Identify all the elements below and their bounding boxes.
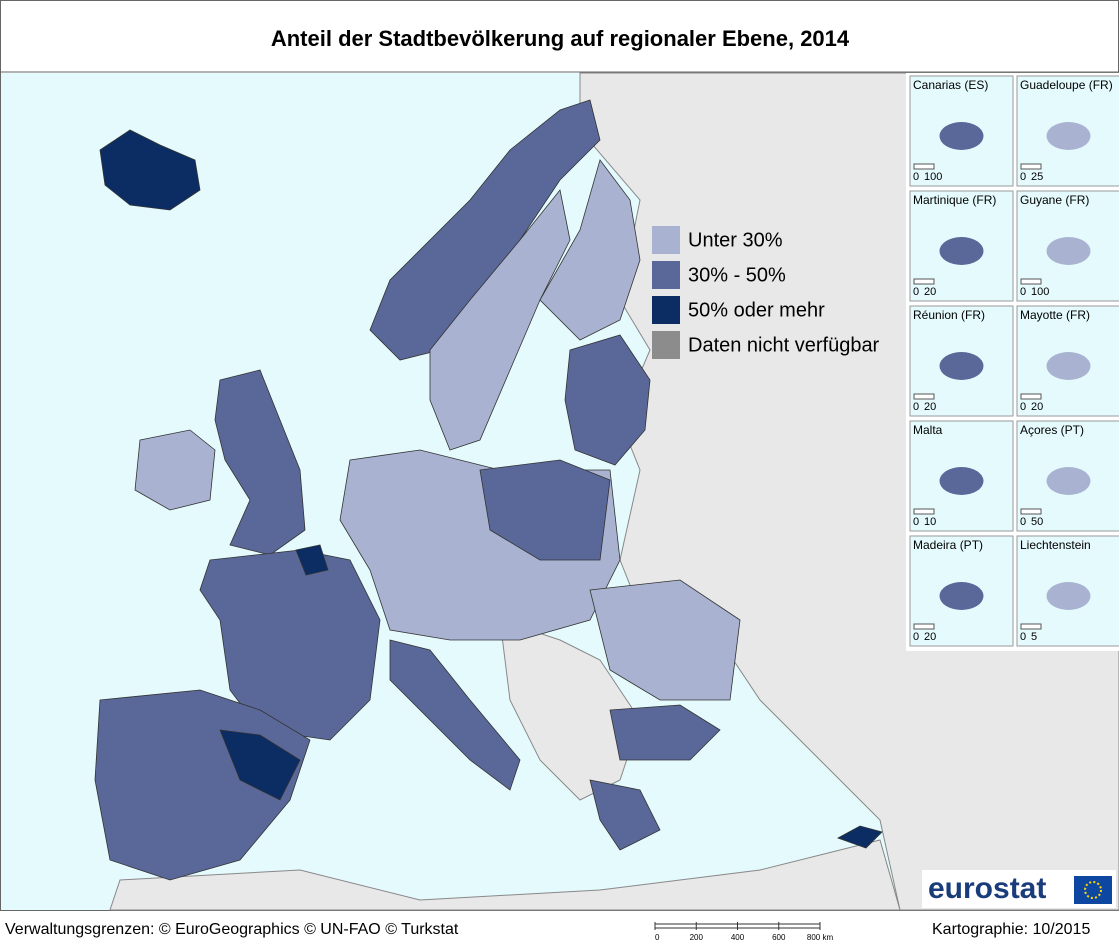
inset-scale <box>913 393 935 400</box>
date: Kartographie: 10/2015 <box>932 921 1090 938</box>
inset-name: Canarias (ES) <box>913 78 988 92</box>
eu-stars <box>1084 881 1102 899</box>
inset-land <box>939 467 984 495</box>
inset-name: Guyane (FR) <box>1020 193 1089 207</box>
north-africa <box>109 839 901 911</box>
inset-scale-0: 0 <box>913 286 919 298</box>
inset-scale-0: 0 <box>1020 516 1026 528</box>
inset-scale-1: 25 <box>1031 171 1043 183</box>
source: Verwaltungsgrenzen: © EuroGeographics © … <box>5 921 459 938</box>
inset-land <box>1046 237 1091 265</box>
inset-land <box>939 352 984 380</box>
legend-label: 50% oder mehr <box>688 299 825 321</box>
inset-scale-1: 10 <box>924 516 936 528</box>
region <box>134 429 216 511</box>
region <box>564 334 651 466</box>
region <box>589 579 741 701</box>
inset-scale-0: 0 <box>1020 401 1026 413</box>
inset-scale-0: 0 <box>1020 171 1026 183</box>
logo: eurostat <box>928 872 1046 905</box>
inset-scale-1: 50 <box>1031 516 1043 528</box>
region <box>199 549 381 741</box>
map <box>1 72 1119 911</box>
inset-land <box>1046 352 1091 380</box>
region <box>589 779 661 851</box>
inset-name: Guadeloupe (FR) <box>1020 78 1113 92</box>
inset-scale <box>913 163 935 170</box>
scale-label: 800 km <box>807 933 834 942</box>
inset-scale-0: 0 <box>913 516 919 528</box>
inset-name: Açores (PT) <box>1020 423 1084 437</box>
inset-scale <box>913 623 935 630</box>
region <box>389 639 521 791</box>
inset-scale-1: 100 <box>1031 286 1049 298</box>
inset-scale-0: 0 <box>913 631 919 643</box>
inset-scale <box>913 508 935 515</box>
region <box>479 459 611 561</box>
inset-scale-1: 5 <box>1031 631 1037 643</box>
inset-land <box>1046 582 1091 610</box>
inset-scale-0: 0 <box>913 401 919 413</box>
region <box>99 129 201 211</box>
legend-label: 30% - 50% <box>688 264 786 286</box>
inset-name: Madeira (PT) <box>913 538 983 552</box>
balkans-non-eu <box>499 619 641 801</box>
inset-name: Martinique (FR) <box>913 193 996 207</box>
inset-scale <box>1020 623 1042 630</box>
inset-scale-0: 0 <box>1020 631 1026 643</box>
inset-name: Réunion (FR) <box>913 308 985 322</box>
legend-swatch <box>652 331 680 359</box>
inset-scale-0: 0 <box>1020 286 1026 298</box>
inset-name: Malta <box>913 423 943 437</box>
inset-name: Liechtenstein <box>1020 538 1091 552</box>
scale-label: 200 <box>690 933 704 942</box>
legend-swatch <box>652 261 680 289</box>
inset-land <box>1046 122 1091 150</box>
inset-scale <box>1020 163 1042 170</box>
scale-label: 0 <box>655 933 660 942</box>
inset-scale-1: 20 <box>924 286 936 298</box>
inset-scale <box>1020 393 1042 400</box>
inset-land <box>939 582 984 610</box>
inset-land <box>939 237 984 265</box>
legend-label: Daten nicht verfügbar <box>688 334 880 356</box>
scale-label: 400 <box>731 933 745 942</box>
legend-swatch <box>652 296 680 324</box>
legend-swatch <box>652 226 680 254</box>
inset-scale-1: 20 <box>1031 401 1043 413</box>
scale-label: 600 <box>772 933 786 942</box>
legend-label: Unter 30% <box>688 229 783 251</box>
inset-scale-0: 0 <box>913 171 919 183</box>
inset-scale <box>1020 508 1042 515</box>
inset-scale-1: 100 <box>924 171 942 183</box>
inset-scale <box>1020 278 1042 285</box>
region <box>609 704 721 761</box>
region <box>837 825 883 849</box>
inset-name: Mayotte (FR) <box>1020 308 1090 322</box>
legend: Unter 30% 30% - 50% 50% oder mehr Daten nic… <box>652 226 880 359</box>
inset-land <box>1046 467 1091 495</box>
scale-bar: 0 200 400 600 800 km <box>654 922 834 942</box>
inset-scale-1: 20 <box>924 401 936 413</box>
inset-scale-1: 20 <box>924 631 936 643</box>
inset-land <box>939 122 984 150</box>
region <box>295 544 329 576</box>
region <box>539 159 641 341</box>
title: Anteil der Stadtbevölkerung auf regional… <box>271 26 850 51</box>
region <box>219 729 301 801</box>
inset-scale <box>913 278 935 285</box>
eu-flag <box>1074 876 1112 904</box>
